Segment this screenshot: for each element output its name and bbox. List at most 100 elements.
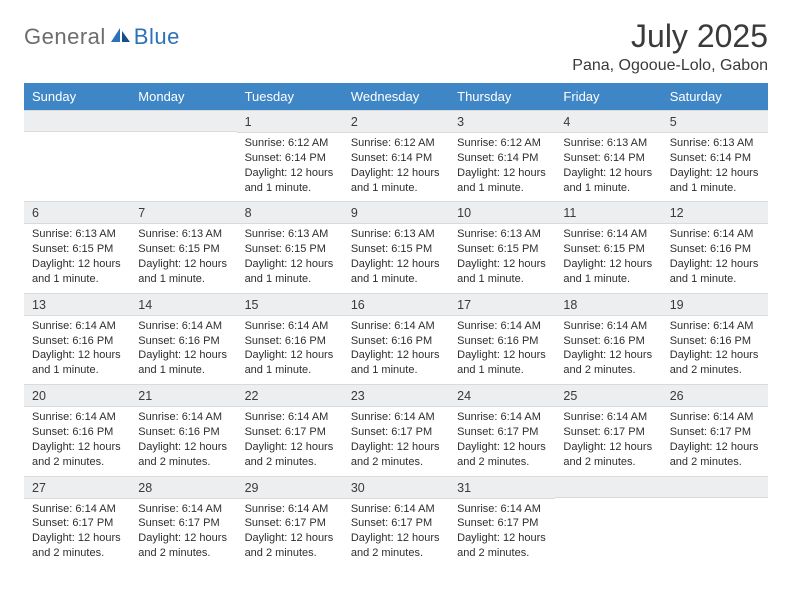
daylight-text-line1: Daylight: 12 hours: [670, 348, 760, 363]
day-cell-content: 26Sunrise: 6:14 AMSunset: 6:17 PMDayligh…: [662, 384, 768, 475]
day-cell-content: 27Sunrise: 6:14 AMSunset: 6:17 PMDayligh…: [24, 476, 130, 567]
day-number: 30: [343, 476, 449, 499]
sunset-text: Sunset: 6:16 PM: [351, 334, 441, 349]
day-cell: 18Sunrise: 6:14 AMSunset: 6:16 PMDayligh…: [555, 293, 661, 384]
day-cell-content: 12Sunrise: 6:14 AMSunset: 6:16 PMDayligh…: [662, 201, 768, 292]
daylight-text-line1: Daylight: 12 hours: [245, 257, 335, 272]
daylight-text-line1: Daylight: 12 hours: [670, 257, 760, 272]
day-details: Sunrise: 6:14 AMSunset: 6:17 PMDaylight:…: [662, 407, 768, 475]
day-cell: 20Sunrise: 6:14 AMSunset: 6:16 PMDayligh…: [24, 384, 130, 475]
day-number: 31: [449, 476, 555, 499]
day-cell-content: 13Sunrise: 6:14 AMSunset: 6:16 PMDayligh…: [24, 293, 130, 384]
sunrise-text: Sunrise: 6:13 AM: [563, 136, 653, 151]
day-details: Sunrise: 6:13 AMSunset: 6:14 PMDaylight:…: [662, 133, 768, 201]
day-cell-content: 14Sunrise: 6:14 AMSunset: 6:16 PMDayligh…: [130, 293, 236, 384]
sunset-text: Sunset: 6:16 PM: [457, 334, 547, 349]
sunset-text: Sunset: 6:17 PM: [138, 516, 228, 531]
day-details: Sunrise: 6:14 AMSunset: 6:16 PMDaylight:…: [343, 316, 449, 384]
day-details: Sunrise: 6:13 AMSunset: 6:15 PMDaylight:…: [343, 224, 449, 292]
day-number: 19: [662, 293, 768, 316]
day-cell: 8Sunrise: 6:13 AMSunset: 6:15 PMDaylight…: [237, 201, 343, 292]
day-number: 22: [237, 384, 343, 407]
sunrise-text: Sunrise: 6:14 AM: [457, 319, 547, 334]
day-number: 1: [237, 110, 343, 133]
day-cell: 24Sunrise: 6:14 AMSunset: 6:17 PMDayligh…: [449, 384, 555, 475]
daylight-text-line1: Daylight: 12 hours: [457, 348, 547, 363]
day-number: 15: [237, 293, 343, 316]
daylight-text-line2: and 2 minutes.: [351, 455, 441, 470]
week-row: 27Sunrise: 6:14 AMSunset: 6:17 PMDayligh…: [24, 476, 768, 567]
daylight-text-line2: and 1 minute.: [245, 363, 335, 378]
day-cell-content: 28Sunrise: 6:14 AMSunset: 6:17 PMDayligh…: [130, 476, 236, 567]
sunrise-text: Sunrise: 6:14 AM: [32, 502, 122, 517]
sunrise-text: Sunrise: 6:14 AM: [457, 410, 547, 425]
day-number: 14: [130, 293, 236, 316]
daylight-text-line1: Daylight: 12 hours: [457, 440, 547, 455]
daylight-text-line1: Daylight: 12 hours: [32, 348, 122, 363]
empty-day: [662, 476, 768, 562]
sunrise-text: Sunrise: 6:13 AM: [670, 136, 760, 151]
day-cell-content: 21Sunrise: 6:14 AMSunset: 6:16 PMDayligh…: [130, 384, 236, 475]
day-number: 4: [555, 110, 661, 133]
day-cell: 9Sunrise: 6:13 AMSunset: 6:15 PMDaylight…: [343, 201, 449, 292]
day-cell-content: 3Sunrise: 6:12 AMSunset: 6:14 PMDaylight…: [449, 110, 555, 201]
weekday-header: Monday: [130, 83, 236, 110]
daylight-text-line2: and 1 minute.: [32, 363, 122, 378]
day-cell-content: 16Sunrise: 6:14 AMSunset: 6:16 PMDayligh…: [343, 293, 449, 384]
day-number: 13: [24, 293, 130, 316]
sunrise-text: Sunrise: 6:12 AM: [245, 136, 335, 151]
daylight-text-line2: and 2 minutes.: [138, 546, 228, 561]
daylight-text-line1: Daylight: 12 hours: [563, 440, 653, 455]
sunset-text: Sunset: 6:17 PM: [32, 516, 122, 531]
day-cell: 3Sunrise: 6:12 AMSunset: 6:14 PMDaylight…: [449, 110, 555, 201]
daylight-text-line2: and 2 minutes.: [245, 546, 335, 561]
sunset-text: Sunset: 6:16 PM: [563, 334, 653, 349]
header: General Blue July 2025 Pana, Ogooue-Lolo…: [24, 18, 768, 75]
daylight-text-line2: and 1 minute.: [138, 363, 228, 378]
sunrise-text: Sunrise: 6:14 AM: [670, 227, 760, 242]
day-details: Sunrise: 6:14 AMSunset: 6:16 PMDaylight:…: [449, 316, 555, 384]
calendar-body: 1 Sunrise: 6:12 AM Sunset: 6:14 PM Daylight…: [24, 110, 768, 567]
day-details: Sunrise: 6:14 AMSunset: 6:17 PMDaylight:…: [343, 499, 449, 567]
day-number: 10: [449, 201, 555, 224]
daylight-text-line2: and 1 minute.: [457, 272, 547, 287]
day-details: Sunrise: 6:14 AMSunset: 6:16 PMDaylight:…: [130, 316, 236, 384]
day-number: 7: [130, 201, 236, 224]
day-cell: 16Sunrise: 6:14 AMSunset: 6:16 PMDayligh…: [343, 293, 449, 384]
sunset-text: Sunset: 6:15 PM: [351, 242, 441, 257]
sunrise-text: Sunrise: 6:14 AM: [563, 410, 653, 425]
weekday-header-row: Sunday Monday Tuesday Wednesday Thursday…: [24, 83, 768, 110]
day-cell: 26Sunrise: 6:14 AMSunset: 6:17 PMDayligh…: [662, 384, 768, 475]
day-cell: 23Sunrise: 6:14 AMSunset: 6:17 PMDayligh…: [343, 384, 449, 475]
logo-text-blue: Blue: [134, 24, 180, 50]
day-details: Sunrise: 6:13 AMSunset: 6:15 PMDaylight:…: [130, 224, 236, 292]
day-details: Sunrise: 6:14 AMSunset: 6:16 PMDaylight:…: [662, 224, 768, 292]
daylight-text-line1: Daylight: 12 hours: [245, 166, 335, 181]
day-number: 16: [343, 293, 449, 316]
sunrise-text: Sunrise: 6:14 AM: [670, 319, 760, 334]
daylight-text-line2: and 1 minute.: [563, 272, 653, 287]
day-cell-content: 25Sunrise: 6:14 AMSunset: 6:17 PMDayligh…: [555, 384, 661, 475]
sunset-text: Sunset: 6:16 PM: [138, 425, 228, 440]
daylight-text-line1: Daylight: 12 hours: [138, 531, 228, 546]
daylight-text-line1: Daylight: 12 hours: [563, 348, 653, 363]
daylight-text-line2: and 2 minutes.: [457, 455, 547, 470]
day-cell: 25Sunrise: 6:14 AMSunset: 6:17 PMDayligh…: [555, 384, 661, 475]
sunset-text: Sunset: 6:14 PM: [457, 151, 547, 166]
sunset-text: Sunset: 6:17 PM: [245, 516, 335, 531]
day-details: Sunrise: 6:14 AMSunset: 6:17 PMDaylight:…: [449, 407, 555, 475]
sunrise-text: Sunrise: 6:13 AM: [351, 227, 441, 242]
sunset-text: Sunset: 6:17 PM: [351, 516, 441, 531]
sunset-text: Sunset: 6:17 PM: [245, 425, 335, 440]
empty-daynum-bar: [555, 476, 661, 498]
daylight-text-line2: and 2 minutes.: [457, 546, 547, 561]
sunset-text: Sunset: 6:14 PM: [670, 151, 760, 166]
day-number: 26: [662, 384, 768, 407]
sunset-text: Sunset: 6:15 PM: [138, 242, 228, 257]
day-cell-content: 24Sunrise: 6:14 AMSunset: 6:17 PMDayligh…: [449, 384, 555, 475]
daylight-text-line1: Daylight: 12 hours: [457, 531, 547, 546]
day-cell: [555, 476, 661, 567]
day-details: Sunrise: 6:14 AMSunset: 6:16 PMDaylight:…: [130, 407, 236, 475]
day-number: 12: [662, 201, 768, 224]
sunrise-text: Sunrise: 6:13 AM: [138, 227, 228, 242]
